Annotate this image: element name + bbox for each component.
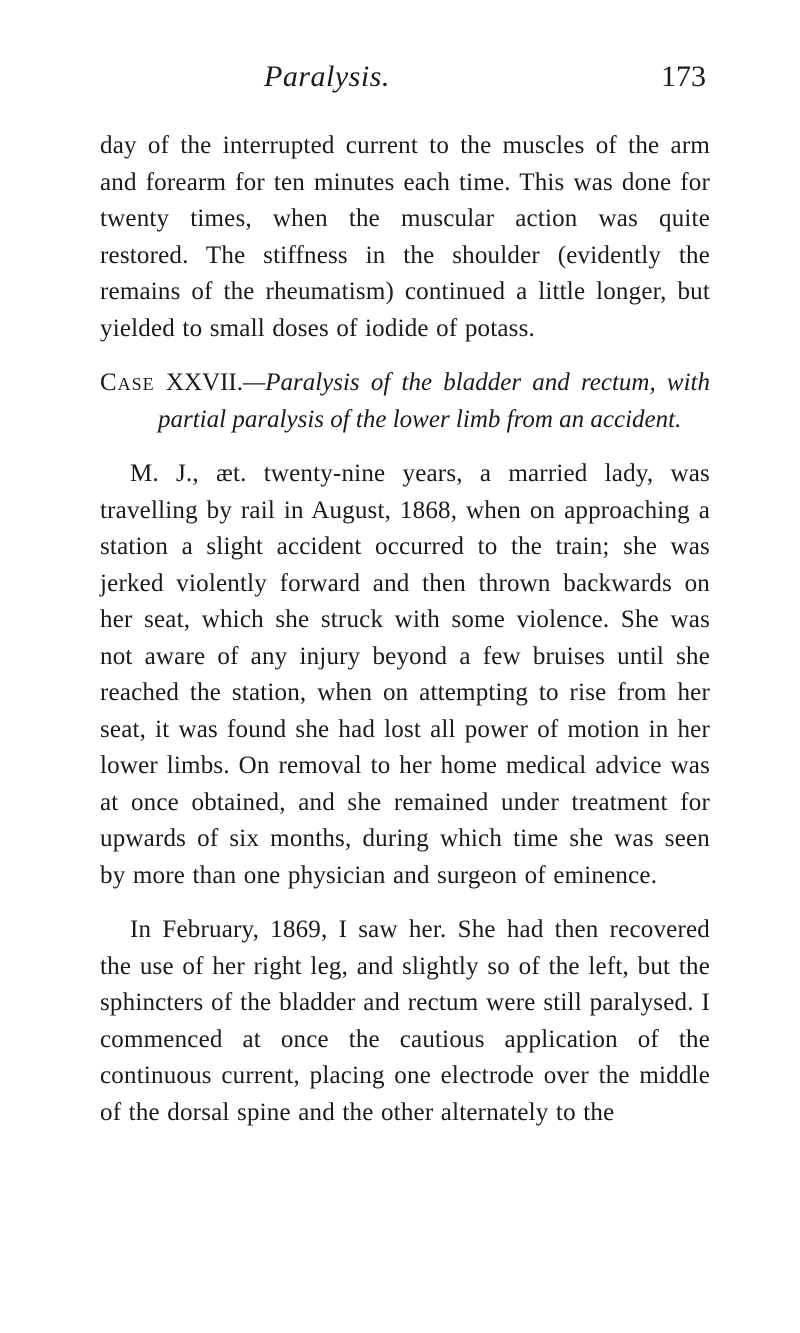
page-block: Paralysis. 173 day of the interrupted cu… bbox=[100, 60, 710, 1293]
case-label: Case bbox=[100, 369, 155, 396]
case-heading: Case XXVII.—Paralysis of the bladder and… bbox=[100, 365, 710, 438]
case-number: XXVII. bbox=[166, 369, 243, 396]
page-number: 173 bbox=[661, 60, 706, 94]
body-paragraph: In February, 1869, I saw her. She had th… bbox=[100, 912, 710, 1131]
running-title: Paralysis. bbox=[264, 60, 390, 94]
running-head: Paralysis. 173 bbox=[100, 60, 710, 94]
body-paragraph: M. J., æt. twenty-nine years, a married … bbox=[100, 456, 710, 894]
body-paragraph: day of the interrupted current to the mu… bbox=[100, 128, 710, 347]
